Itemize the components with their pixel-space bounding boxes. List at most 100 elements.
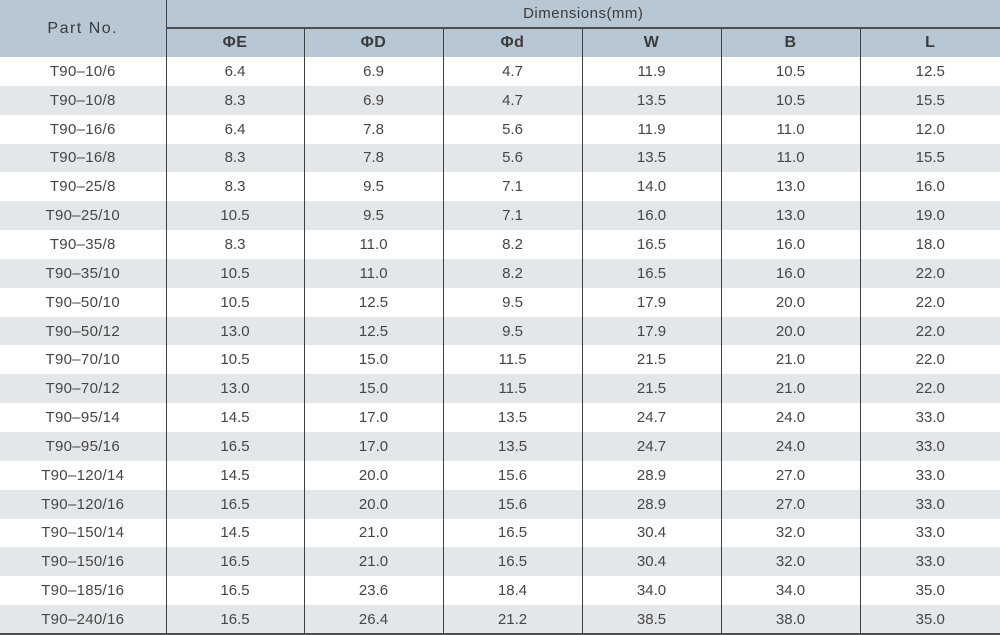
dimension-value-cell: 21.5 [582,345,722,375]
dimension-value-cell: 15.6 [443,460,583,490]
column-header-phi-e: ΦE [166,28,305,57]
table-header: Part No. Dimensions(mm) ΦE ΦD Φd W B L [0,0,1000,57]
dimension-value-cell: 10.5 [166,201,305,231]
dimension-value-cell: 24.0 [721,431,861,461]
dimension-value-cell: 10.5 [721,57,861,86]
dimension-value-cell: 32.0 [721,547,861,577]
table-row: T90–50/10 10.5 12.5 9.5 17.9 20.0 22.0 [0,287,1000,317]
dimension-value-cell: 8.3 [166,230,305,259]
dimension-value-cell: 16.5 [582,230,722,259]
dimension-value-cell: 17.0 [304,431,444,461]
dimension-value-cell: 18.0 [915,235,945,253]
dimension-value-cell: 32.0 [721,518,861,548]
table-row: T90–185/16 16.5 23.6 18.4 34.0 34.0 35.0 [0,576,1000,606]
table-row: T90–35/10 10.5 11.0 8.2 16.5 16.0 22.0 [0,258,1000,288]
dimension-value-cell: 22.0 [915,380,945,398]
dimension-value-cell: 14.5 [166,460,305,490]
part-no-cell: T90–16/6 [0,114,167,144]
dimension-value-cell: 16.5 [166,431,305,461]
dimension-value-cell: 13.0 [721,172,861,202]
dimension-value-cell: 6.4 [166,57,305,86]
part-no-cell: T90–35/10 [0,258,167,288]
dimension-value-cell: 6.9 [304,85,444,115]
table-row: T90–150/14 14.5 21.0 16.5 30.4 32.0 33.0 [0,518,1000,548]
part-no-cell: T90–50/10 [0,287,167,317]
dimensions-header-cell: Dimensions(mm) [166,0,1000,29]
dimension-value-cell: 16.0 [721,230,861,259]
dimension-value-cell: 13.0 [166,374,305,404]
header-row-columns: ΦE ΦD Φd W B L [0,28,1000,57]
dimension-value-cell: 33.0 [915,524,945,542]
part-no-cell: T90–70/10 [0,345,167,375]
dimension-value-cell: 27.0 [721,489,861,519]
dimension-value-cell: 7.1 [443,172,583,202]
dimension-value-cell: 8.2 [443,230,583,259]
dimension-value-cell: 28.9 [582,489,722,519]
table-row: T90–25/8 8.3 9.5 7.1 14.0 13.0 16.0 [0,172,1000,202]
dimension-value-cell: 16.5 [443,547,583,577]
dimension-value-cell: 16.5 [166,489,305,519]
table-row: T90–70/10 10.5 15.0 11.5 21.5 21.0 22.0 [0,345,1000,375]
dimension-value-cell: 11.9 [582,57,722,86]
dimension-value-cell: 8.3 [166,143,305,173]
dimension-value-cell: 38.5 [582,605,722,634]
dimension-value-cell: 4.7 [443,85,583,115]
dimension-value-cell: 30.4 [582,518,722,548]
dimension-value-cell: 9.5 [304,172,444,202]
table-row: T90–95/16 16.5 17.0 13.5 24.7 24.0 33.0 [0,431,1000,461]
table-row: T90–95/14 14.5 17.0 13.5 24.7 24.0 33.0 [0,403,1000,432]
dimension-value-cell: 12.5 [915,62,945,80]
dimension-value-cell: 35.0 [915,610,945,628]
part-no-header-cell: Part No. [0,0,167,57]
dimension-value-cell: 33.0 [915,466,945,484]
part-no-cell: T90–25/10 [0,201,167,231]
dimension-value-cell: 16.0 [582,201,722,231]
table-row: T90–120/14 14.5 20.0 15.6 28.9 27.0 33.0 [0,460,1000,490]
dimension-value-cell: 6.4 [166,114,305,144]
part-no-cell: T90–16/8 [0,143,167,173]
part-no-cell: T90–10/6 [0,57,167,86]
dimension-value-cell: 11.5 [443,345,583,375]
dimension-value-cell: 22.0 [915,293,945,311]
part-no-cell: T90–95/14 [0,403,167,432]
column-header-phi-d-upper: ΦD [304,28,444,57]
part-no-cell: T90–25/8 [0,172,167,202]
table-row: T90–10/6 6.4 6.9 4.7 11.9 10.5 12.5 [0,57,1000,86]
dimension-value-cell: 22.0 [915,351,945,369]
part-no-cell: T90–150/16 [0,547,167,577]
table-row: T90–25/10 10.5 9.5 7.1 16.0 13.0 19.0 [0,201,1000,231]
column-header-w: W [582,28,722,57]
part-no-cell: T90–150/14 [0,518,167,548]
dimension-value-cell: 14.5 [166,518,305,548]
dimension-value-cell: 15.5 [915,149,945,167]
dimension-value-cell: 8.3 [166,85,305,115]
dimension-value-cell: 11.0 [304,258,444,288]
column-header-b: B [721,28,861,57]
dimension-value-cell: 20.0 [304,460,444,490]
dimension-value-cell: 15.0 [304,345,444,375]
dimension-value-cell: 7.8 [304,114,444,144]
dimension-value-cell: 9.5 [443,287,583,317]
dimension-value-cell: 10.5 [166,345,305,375]
dimension-value-cell: 16.5 [166,576,305,606]
dimension-value-cell: 16.5 [443,518,583,548]
dimension-value-cell: 12.5 [304,316,444,346]
table-body: T90–10/6 6.4 6.9 4.7 11.9 10.5 12.5 T90–10/8 8.3… [0,57,1000,634]
dimension-value-cell: 4.7 [443,57,583,86]
dimension-value-cell: 17.0 [304,403,444,432]
dimension-value-cell: 34.0 [721,576,861,606]
dimension-value-cell: 33.0 [915,495,945,513]
dimension-value-cell: 13.5 [582,143,722,173]
column-header-l: L [860,28,1000,57]
dimension-value-cell: 22.0 [915,264,945,282]
dimension-value-cell: 24.7 [582,403,722,432]
part-no-cell: T90–120/14 [0,460,167,490]
header-row-dimensions: Part No. Dimensions(mm) [0,0,1000,57]
dimension-value-cell: 38.0 [721,605,861,634]
dimension-value-cell: 15.6 [443,489,583,519]
dimension-value-cell: 35.0 [915,582,945,600]
dimension-value-cell: 19.0 [915,207,945,225]
dimension-value-cell: 24.7 [582,431,722,461]
table-row: T90–120/16 16.5 20.0 15.6 28.9 27.0 33.0 [0,489,1000,519]
dimension-value-cell: 11.5 [443,374,583,404]
